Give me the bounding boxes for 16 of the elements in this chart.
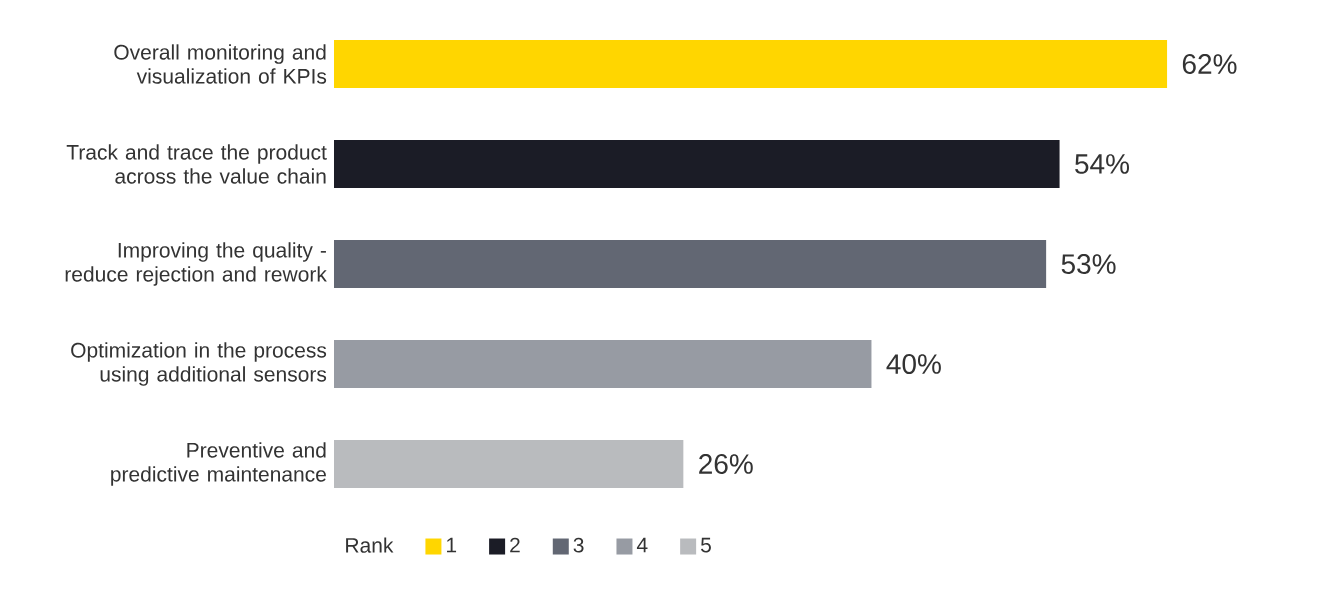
y-tick-label: Improving the quality - reduce rejection and rework — [65, 242, 327, 286]
legend-label: 1 — [447, 537, 457, 553]
data-label: 62% — [1182, 54, 1237, 74]
legend-title: Rank — [346, 537, 394, 553]
data-label: 40% — [886, 354, 941, 374]
y-tick-label: Preventive and predictive maintenance — [111, 442, 326, 486]
y-tick-label: Track and trace the product across the value chain — [66, 144, 327, 184]
data-label: 26% — [699, 454, 753, 474]
data-label: 53% — [1061, 254, 1116, 274]
y-tick-label: Overall monitoring and visualization of KPIs — [114, 44, 327, 84]
legend-label: 2 — [510, 537, 520, 553]
legend-label: 3 — [573, 537, 584, 553]
legend-label: 5 — [700, 537, 711, 553]
legend-label: 4 — [636, 537, 648, 553]
y-tick-label: Optimization in the process using additional sensors — [71, 342, 327, 386]
data-label: 54% — [1075, 154, 1130, 174]
